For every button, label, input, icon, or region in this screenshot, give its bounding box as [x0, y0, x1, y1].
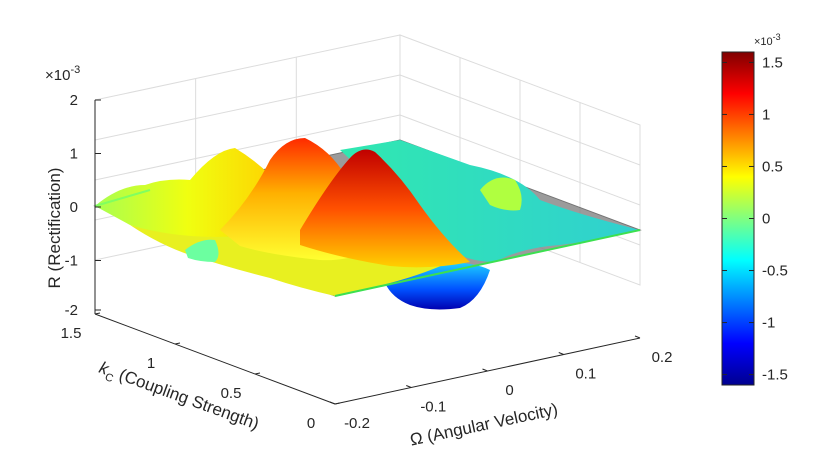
x-tick-mark	[634, 335, 641, 339]
y-tick-label: 0.5	[221, 385, 242, 402]
x-tick-label: 0.1	[575, 366, 596, 383]
y-tick-mark	[334, 402, 341, 405]
colorbar-multiplier: ×10-3	[754, 32, 781, 48]
z-tick-label: 0	[70, 199, 78, 216]
grid-line	[94, 74, 401, 141]
y-tick-mark	[254, 372, 261, 375]
x-tick-mark	[558, 352, 564, 355]
surface-green-edge	[334, 229, 641, 297]
surface-left-bump	[185, 239, 219, 262]
x-tick-mark	[482, 368, 488, 372]
x-tick-label: -0.1	[420, 399, 446, 416]
grid-line	[94, 114, 401, 181]
y-tick-label: 1	[147, 355, 155, 372]
y-tick-label: 0	[307, 415, 315, 432]
y-tick-mark	[174, 342, 181, 345]
surface-right-bump	[480, 177, 522, 211]
x-tick-label: -0.2	[344, 415, 370, 432]
colorbar-tick-label: 1.5	[762, 54, 783, 71]
colorbar-ticks: 1.5 1 0.5 0 -0.5 -1 -1.5	[722, 54, 788, 384]
colorbar-tick-label: 1	[762, 106, 770, 123]
z-axis-ticks: 2 1 0 -1 -2	[65, 92, 101, 319]
surface-green-edge-left	[94, 189, 151, 207]
colorbar-tick-label: -1	[762, 315, 775, 332]
colorbar: ×10-3 1.5 1 0.5 0 -0.5 -1 -1.5	[721, 32, 788, 386]
z-multiplier: ×10-3	[45, 64, 80, 84]
z-tick-label: 1	[70, 146, 78, 163]
surface-ridge-b	[300, 149, 470, 268]
z-axis-label: R (Rectification)	[45, 168, 64, 289]
z-tick-label: -1	[65, 253, 78, 270]
colorbar-tick-label: -0.5	[762, 263, 788, 280]
y-tick-label: 1.5	[61, 325, 82, 342]
colorbar-tick-label: -1.5	[762, 367, 788, 384]
x-tick-label: 0.2	[652, 349, 673, 366]
z-tick-label: -2	[65, 302, 78, 319]
y-axis-line	[94, 313, 336, 405]
z-tick-label: 2	[70, 92, 78, 109]
surface	[94, 138, 641, 310]
x-tick-mark	[406, 385, 412, 388]
x-axis-ticks: -0.2 -0.1 0 0.1 0.2	[329, 335, 673, 432]
y-axis-ticks: 0 0.5 1 1.5	[61, 312, 341, 432]
x-tick-label: 0	[505, 382, 513, 399]
colorbar-tick-label: 0.5	[762, 158, 783, 175]
colorbar-tick-label: 0	[762, 211, 770, 228]
x-tick-mark	[329, 401, 336, 405]
y-tick-mark	[94, 312, 101, 315]
axes: 2 1 0 -1 -2 0 0.5 1 1.5 -0.2 -0.1 0 0.1 0.2	[61, 92, 673, 432]
